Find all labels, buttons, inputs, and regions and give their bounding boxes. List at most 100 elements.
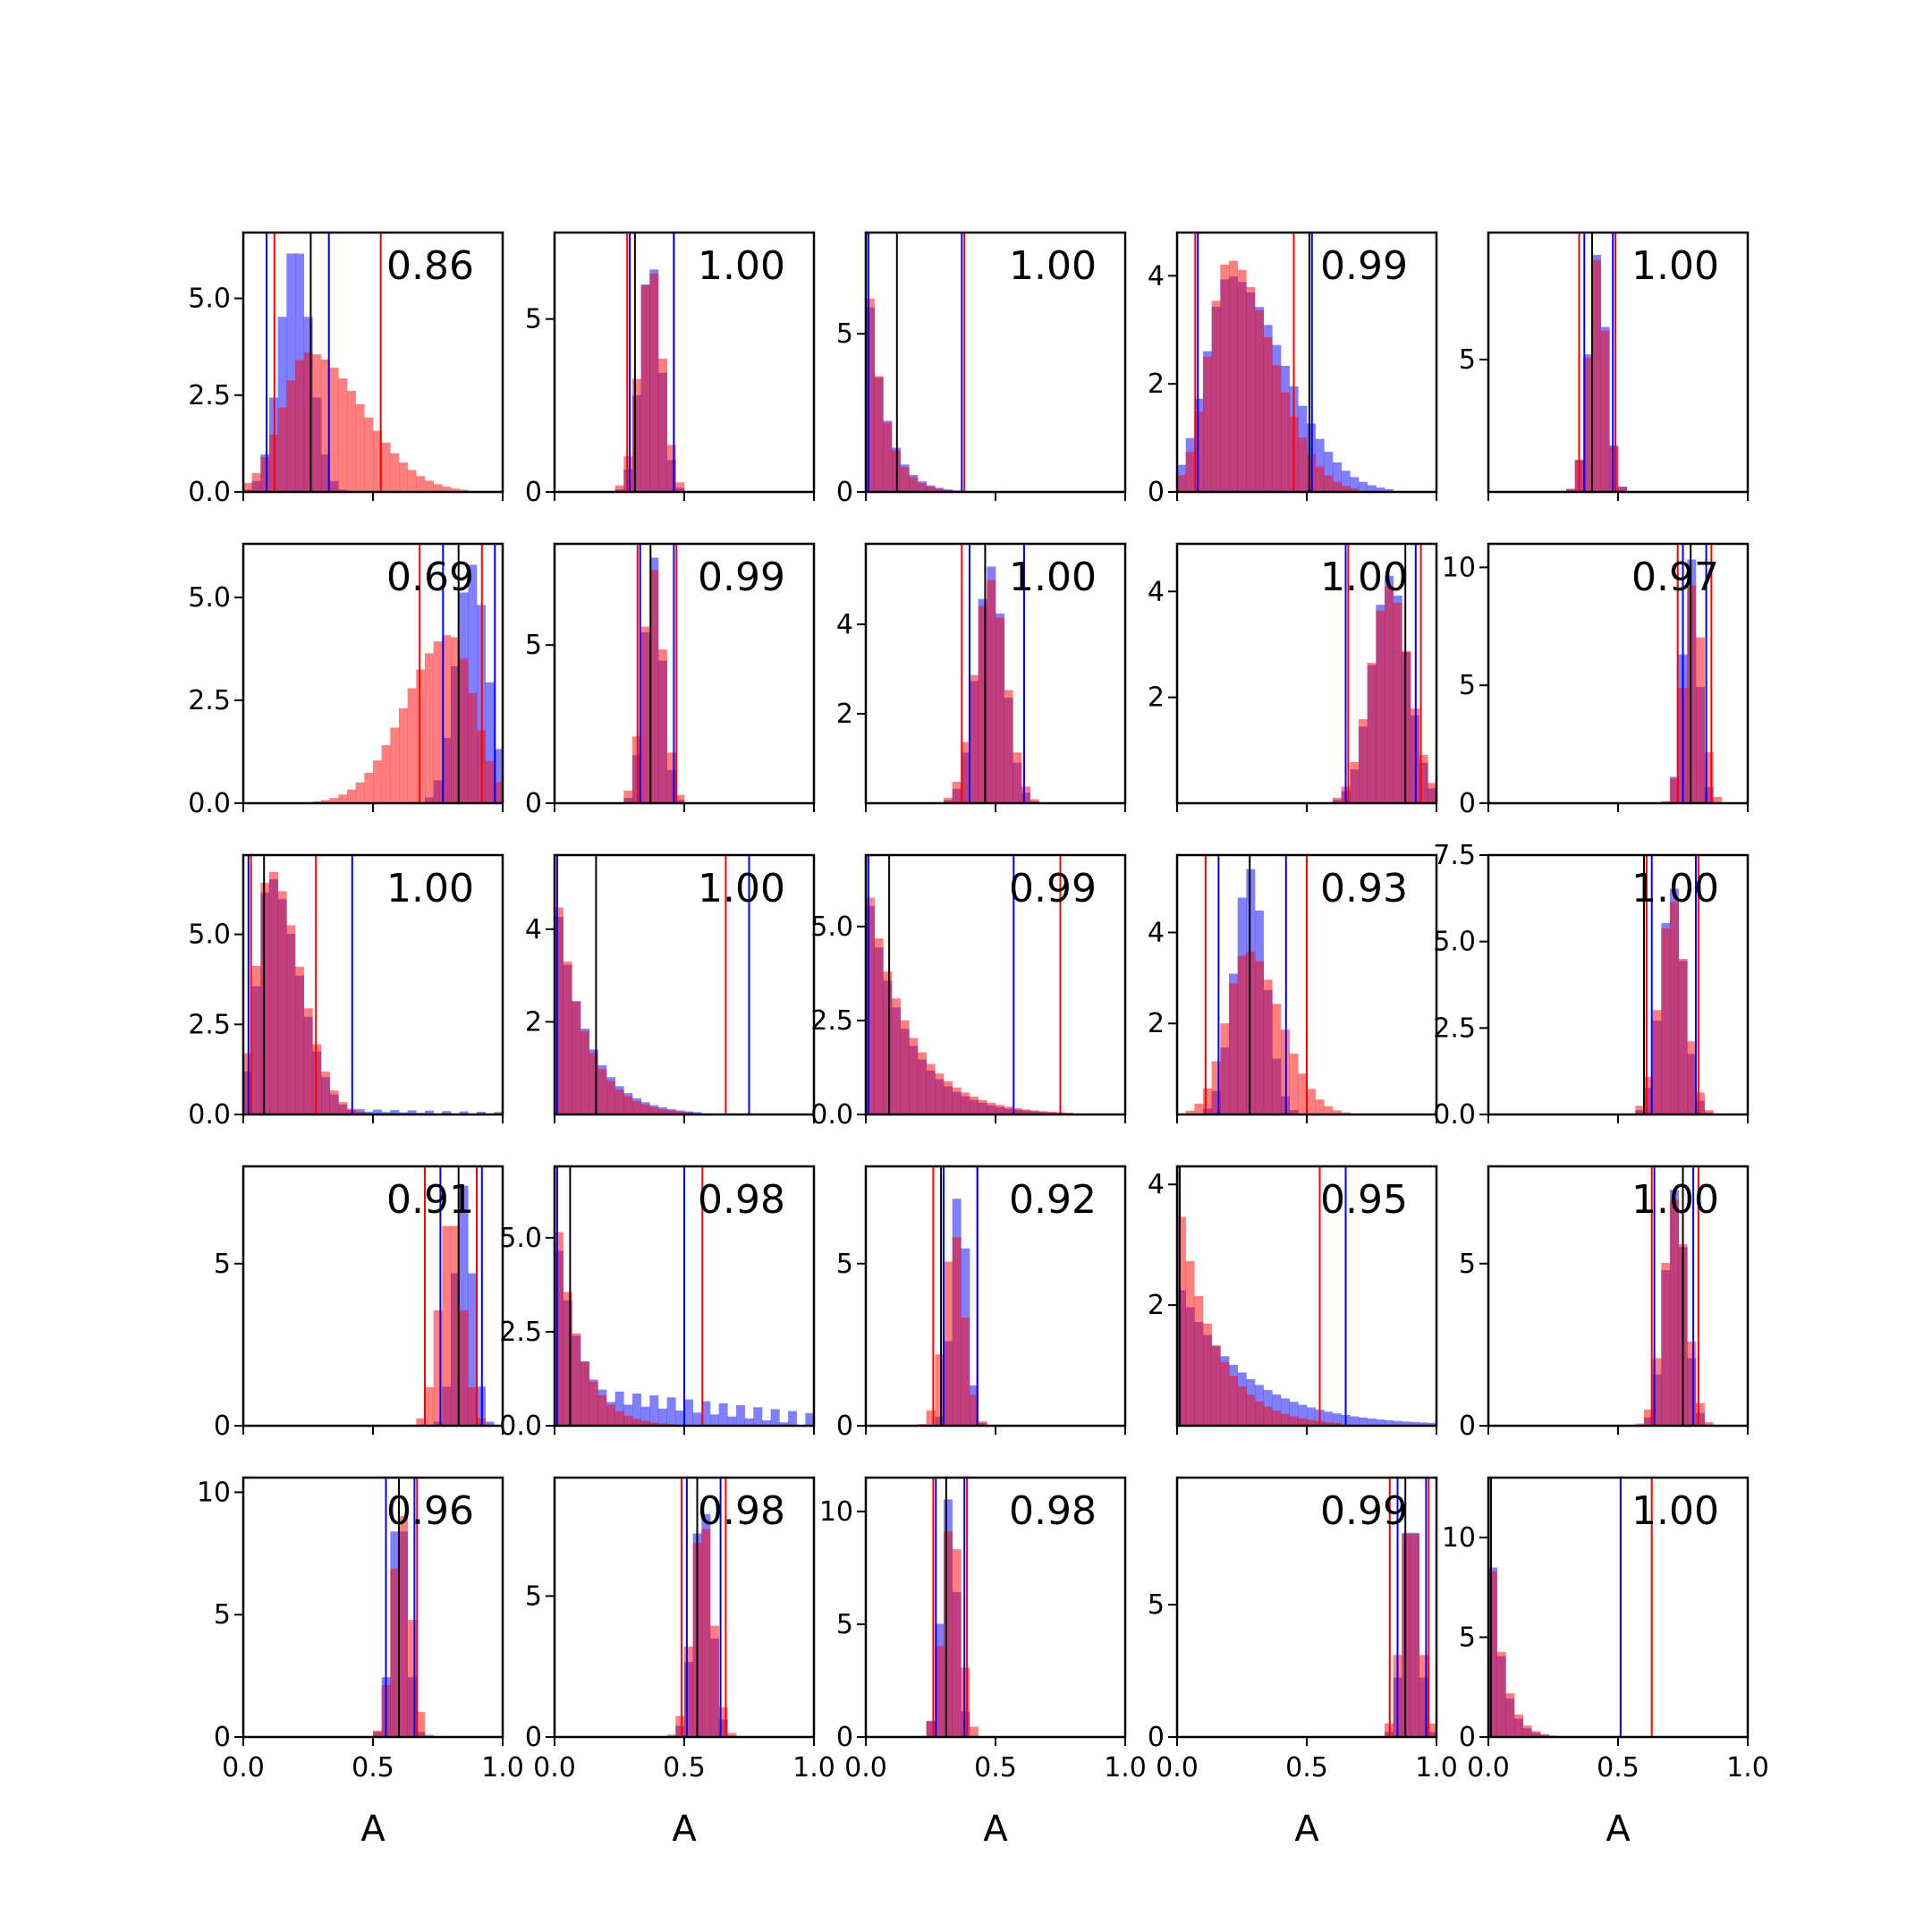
bar-red: [1496, 1651, 1506, 1737]
bar-red: [1307, 1419, 1316, 1426]
bar-blue: [1307, 1407, 1316, 1426]
y-tick-label: 2.5: [188, 1009, 231, 1040]
y-tick-label: 0: [1459, 788, 1476, 819]
bar-red: [373, 1730, 382, 1737]
bar-blue: [1411, 1421, 1419, 1426]
bar-blue: [1359, 1417, 1368, 1426]
bar-red: [727, 1733, 737, 1737]
bar-red: [563, 962, 572, 1114]
bar-red: [442, 1225, 452, 1426]
subplot-r3-c1: 0.98 0.0 2.5 5.0: [499, 1165, 816, 1442]
bar-blue: [614, 1391, 624, 1426]
bar-red: [1333, 1422, 1342, 1426]
bar-red: [1272, 365, 1282, 492]
bar-red: [1661, 928, 1671, 1114]
bar-red: [580, 1361, 589, 1426]
bar-blue: [1393, 1420, 1402, 1426]
x-tick-label: 1.0: [1415, 1752, 1458, 1784]
bar-blue: [494, 1112, 504, 1114]
y-tick-label: 5.0: [499, 1223, 542, 1254]
bar-red: [970, 1394, 979, 1426]
bar-red: [399, 462, 408, 492]
y-tick-label: 5: [1459, 1622, 1476, 1653]
bar-red: [684, 1646, 693, 1737]
bar-red: [658, 358, 667, 492]
bar-red: [1185, 452, 1195, 492]
bar-red: [1393, 603, 1402, 803]
subplot-r2-c2: 0.99 0.0 2.5 5.0: [810, 853, 1127, 1131]
bar-red: [1419, 1655, 1428, 1737]
bar-red: [589, 1053, 598, 1114]
bar-red: [1376, 610, 1385, 803]
bar-red: [1522, 1725, 1532, 1737]
bar-blue: [675, 1411, 685, 1426]
bar-red: [1211, 1061, 1221, 1114]
bar-red: [623, 456, 633, 492]
bar-red: [1021, 1109, 1030, 1114]
bar-red: [347, 390, 356, 492]
y-tick-label: 0.0: [810, 1099, 853, 1131]
bar-red: [1281, 392, 1290, 492]
bar-red: [1670, 1199, 1679, 1426]
bar-red: [494, 782, 504, 803]
bar-red: [666, 445, 676, 492]
bar-red: [1488, 1571, 1497, 1737]
bar-blue: [477, 1111, 486, 1114]
bar-red: [1609, 446, 1619, 492]
bar-blue: [407, 1110, 417, 1114]
bar-blue: [1385, 488, 1394, 492]
bar-red: [1272, 1410, 1282, 1426]
bar-red: [251, 965, 261, 1114]
bar-red: [563, 1292, 572, 1426]
correlation-label: 1.00: [1009, 555, 1097, 600]
bar-blue: [701, 1401, 711, 1426]
x-tick-label: 0.0: [222, 1752, 265, 1784]
bar-red: [1004, 690, 1013, 803]
bar-red: [555, 907, 564, 1114]
correlation-label: 0.99: [1320, 1488, 1408, 1534]
bar-red: [321, 800, 330, 803]
bar-red: [433, 484, 443, 492]
bar-red: [459, 1309, 469, 1426]
bar-red: [1013, 752, 1022, 803]
y-tick-label: 2.5: [810, 1005, 853, 1037]
bar-red: [572, 1333, 581, 1426]
bar-red: [1687, 1341, 1697, 1426]
correlation-label: 0.98: [698, 1488, 785, 1534]
bar-red: [1428, 1724, 1437, 1737]
bar-red: [1514, 1714, 1523, 1737]
bar-red: [996, 617, 1004, 803]
subplot-r2-c4: 1.00 0.0 2.5 5.0 7.5: [1433, 840, 1750, 1131]
y-tick-label: 5.0: [810, 911, 853, 943]
bar-blue: [779, 1422, 789, 1426]
bar-red: [961, 741, 970, 803]
bar-red: [425, 480, 434, 492]
bar-red: [961, 1092, 970, 1114]
bar-red: [277, 407, 287, 492]
bar-red: [1333, 481, 1342, 492]
y-tick-label: 4: [836, 609, 853, 640]
y-tick-label: 2: [1148, 682, 1165, 714]
bar-red: [303, 1008, 313, 1114]
subplot-r0-c2: 1.00 0 5: [836, 231, 1127, 508]
bar-red: [1211, 1344, 1221, 1426]
bar-red: [1220, 1361, 1230, 1426]
bar-red: [1402, 651, 1411, 803]
correlation-label: 0.91: [386, 1177, 474, 1223]
bar-blue: [485, 1421, 495, 1426]
bar-red: [597, 1395, 607, 1426]
bar-blue: [788, 1411, 797, 1426]
bar-red: [1298, 437, 1308, 492]
bar-red: [1333, 797, 1342, 803]
bar-red: [338, 1102, 348, 1114]
subplot-r4-c0: 0.96 0 5 10 0.0 0.5 1.0 A: [197, 1476, 524, 1850]
bar-red: [451, 1225, 460, 1426]
bar-red: [1229, 260, 1238, 492]
x-axis-label: A: [1294, 1809, 1319, 1850]
bar-red: [1696, 1092, 1705, 1114]
bar-red: [364, 417, 374, 492]
y-tick-label: 4: [525, 914, 542, 945]
bar-red: [1229, 983, 1238, 1114]
correlation-label: 1.00: [1009, 243, 1097, 289]
bar-blue: [390, 1109, 400, 1114]
